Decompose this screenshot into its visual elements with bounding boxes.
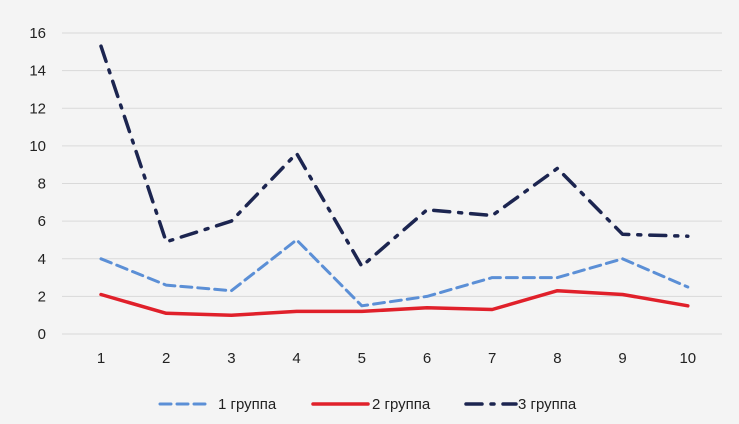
x-tick-label: 4 — [292, 350, 300, 367]
legend: 1 группа 2 группа 3 группа — [158, 396, 577, 413]
y-tick-label: 4 — [38, 251, 46, 268]
series-line-2 — [99, 288, 690, 317]
x-tick-label: 8 — [553, 350, 561, 367]
legend-label-3: 3 группа — [518, 396, 577, 413]
y-tick-label: 10 — [29, 138, 46, 155]
y-axis-ticks: 0 2 4 6 8 10 12 14 16 — [29, 25, 46, 343]
y-tick-label: 2 — [38, 288, 46, 305]
x-tick-label: 9 — [618, 350, 626, 367]
x-tick-label: 2 — [162, 350, 170, 367]
x-tick-label: 10 — [679, 350, 696, 367]
series-line-3 — [99, 44, 690, 269]
y-tick-label: 16 — [29, 25, 46, 42]
y-tick-label: 6 — [38, 213, 46, 230]
series-group — [99, 44, 690, 317]
x-axis-ticks: 1 2 3 4 5 6 7 8 9 10 — [97, 350, 696, 367]
y-tick-label: 8 — [38, 176, 46, 193]
grid-lines — [62, 32, 722, 335]
x-tick-label: 7 — [488, 350, 496, 367]
y-tick-label: 14 — [29, 63, 46, 80]
x-tick-label: 3 — [227, 350, 235, 367]
x-tick-label: 1 — [97, 350, 105, 367]
legend-label-1: 1 группа — [218, 396, 277, 413]
x-tick-label: 6 — [423, 350, 431, 367]
series-line-1 — [99, 238, 690, 308]
y-tick-label: 0 — [38, 326, 46, 343]
legend-label-2: 2 группа — [372, 396, 431, 413]
x-tick-label: 5 — [358, 350, 366, 367]
y-tick-label: 12 — [29, 100, 46, 117]
